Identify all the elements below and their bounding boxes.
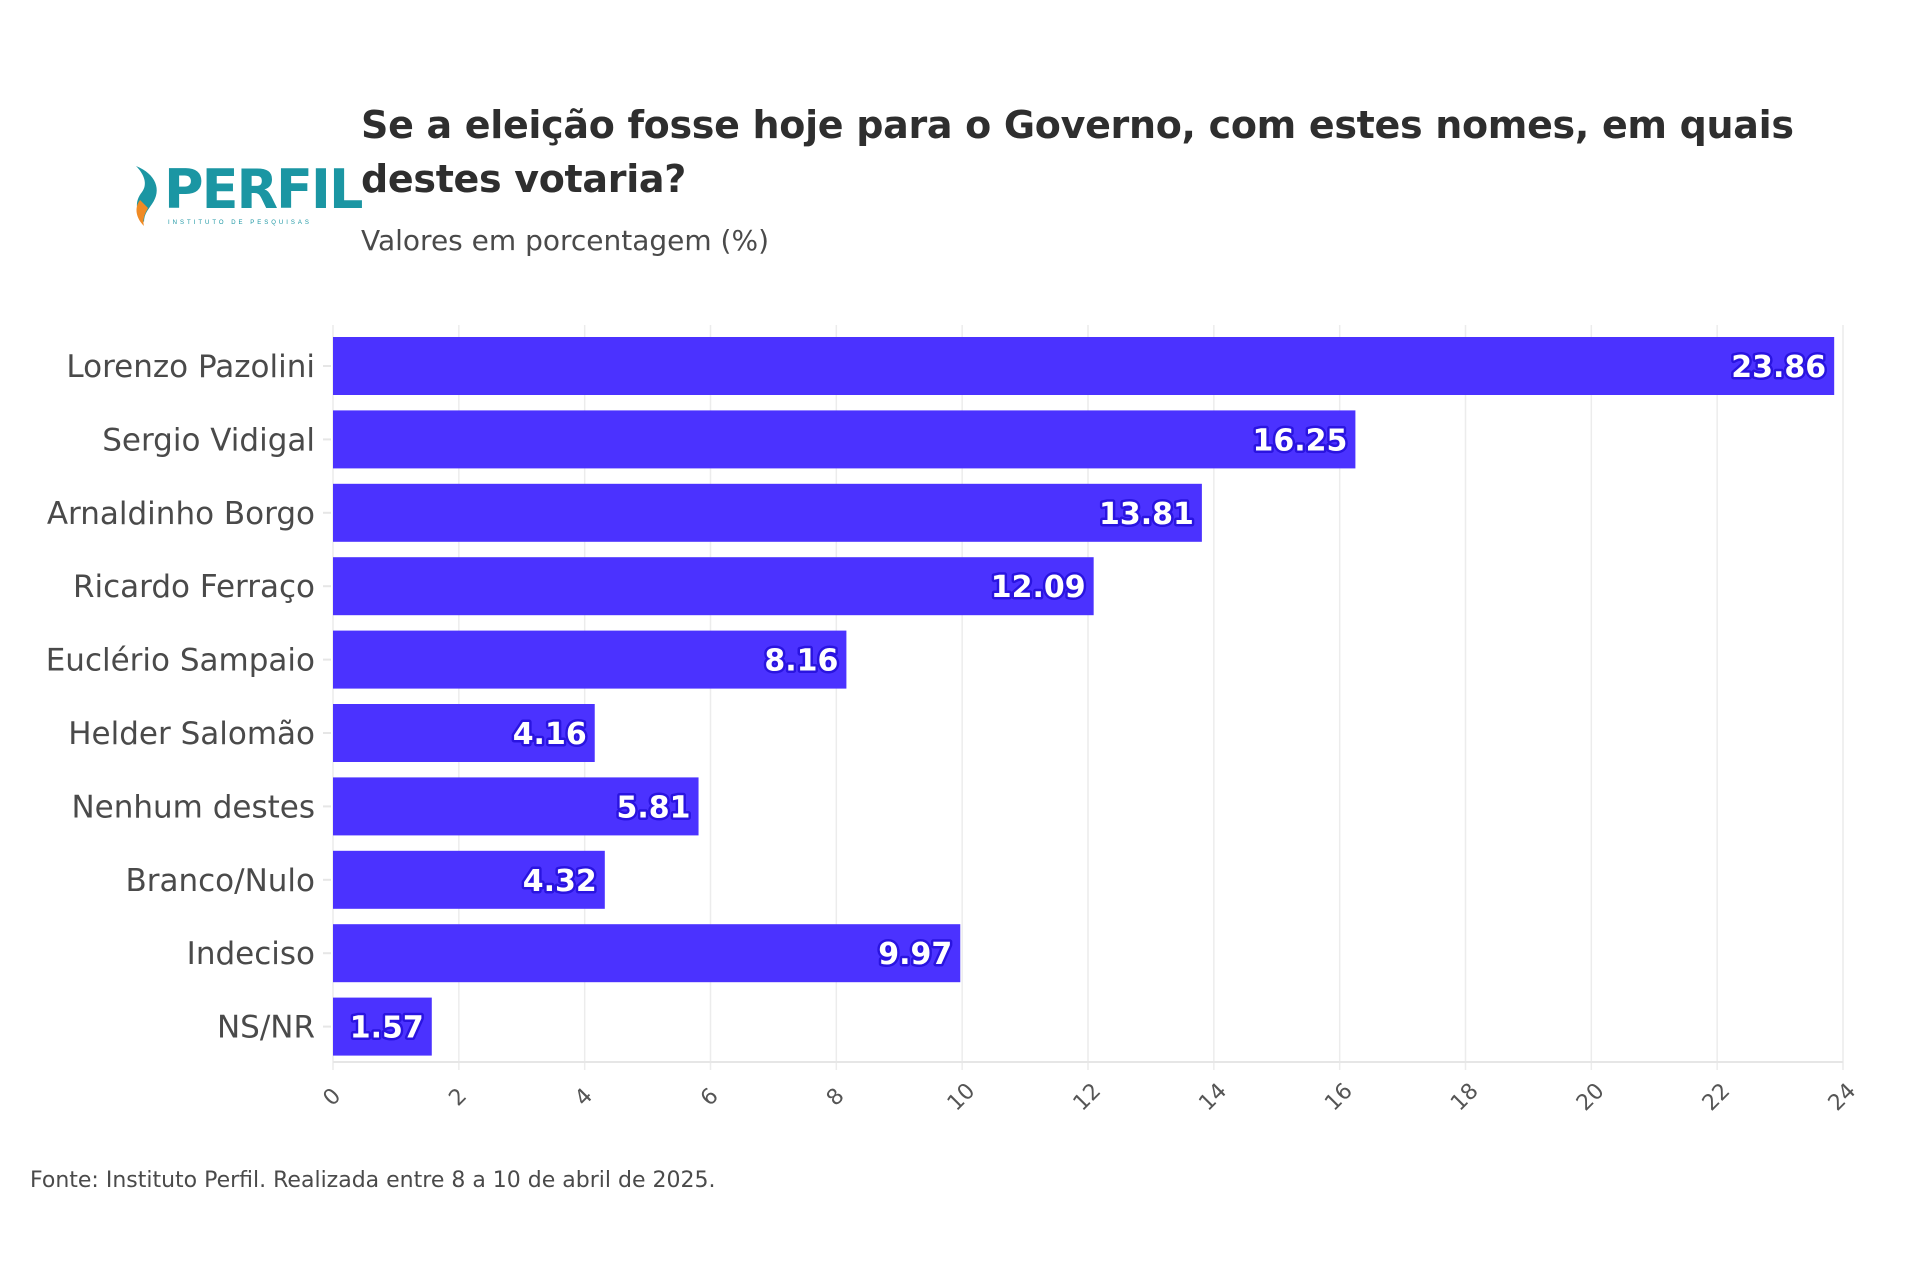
- category-label: NS/NR: [217, 1010, 315, 1046]
- value-label: 8.16: [764, 644, 838, 679]
- value-label: 9.97: [878, 937, 952, 972]
- perfil-logo: PERFIL INSTITUTO DE PESQUISAS: [128, 160, 363, 232]
- category-label: Sergio Vidigal: [102, 422, 315, 458]
- logo-wordmark: PERFIL: [164, 158, 363, 221]
- x-tick-label: 8: [822, 1084, 850, 1112]
- category-label: Indeciso: [187, 936, 315, 972]
- bar: [333, 997, 432, 1056]
- x-axis-ticks: 0 2 4 6 8 10 12 14 16 18 20 22 24: [319, 1079, 1862, 1116]
- flame-icon: [136, 166, 157, 226]
- category-label: Branco/Nulo: [125, 863, 315, 899]
- x-tick-label: 12: [1069, 1079, 1106, 1116]
- bar: [333, 410, 1356, 469]
- chart-subtitle: Valores em porcentagem (%): [361, 224, 769, 257]
- value-labels: 23.86 16.25 13.81 12.09 8.16 4.16 5.81 4.32 9.97…: [347, 348, 1828, 1049]
- x-tick-label: 16: [1320, 1079, 1357, 1116]
- category-label: Nenhum destes: [71, 789, 315, 825]
- value-label: 16.25: [1252, 423, 1347, 458]
- category-label: Helder Salomão: [68, 716, 315, 752]
- x-tick-label: 20: [1572, 1079, 1609, 1116]
- bar: [333, 483, 1202, 542]
- bar: [333, 924, 961, 983]
- bar: [333, 337, 1835, 395]
- x-tick-label: 24: [1824, 1079, 1861, 1116]
- x-tick-label: 22: [1698, 1079, 1735, 1116]
- bar: [333, 557, 1094, 616]
- value-label: 1.57: [350, 1011, 424, 1046]
- logo-tagline: INSTITUTO DE PESQUISAS: [168, 220, 312, 226]
- x-tick-label: 4: [570, 1084, 598, 1112]
- x-tick-label: 6: [696, 1084, 724, 1112]
- x-tick-label: 14: [1194, 1079, 1231, 1116]
- category-label: Lorenzo Pazolini: [66, 349, 315, 385]
- x-tick-label: 10: [943, 1079, 980, 1116]
- chart-title: Se a eleição fosse hoje para o Governo, …: [361, 103, 1794, 201]
- bars: [333, 337, 1835, 1056]
- value-label: 12.09: [991, 570, 1086, 605]
- value-label: 5.81: [617, 790, 691, 825]
- category-label: Euclério Sampaio: [46, 643, 315, 679]
- x-tick-label: 18: [1446, 1079, 1483, 1116]
- value-label: 23.86: [1731, 350, 1826, 385]
- category-labels: Lorenzo Pazolini Sergio Vidigal Arnaldinho…: [46, 349, 331, 1046]
- bar: [333, 704, 595, 762]
- category-label: Ricardo Ferraço: [73, 569, 315, 605]
- value-label: 4.32: [523, 864, 597, 899]
- x-tick-label: 0: [319, 1084, 347, 1112]
- value-label: 4.16: [513, 717, 587, 752]
- bar: [333, 850, 605, 909]
- value-label: 13.81: [1099, 497, 1194, 532]
- bar: [333, 630, 847, 689]
- source-footnote: Fonte: Instituto Perfil. Realizada entre…: [30, 1168, 716, 1193]
- bar: [333, 777, 699, 836]
- category-label: Arnaldinho Borgo: [47, 496, 315, 532]
- x-tick-label: 2: [444, 1084, 472, 1112]
